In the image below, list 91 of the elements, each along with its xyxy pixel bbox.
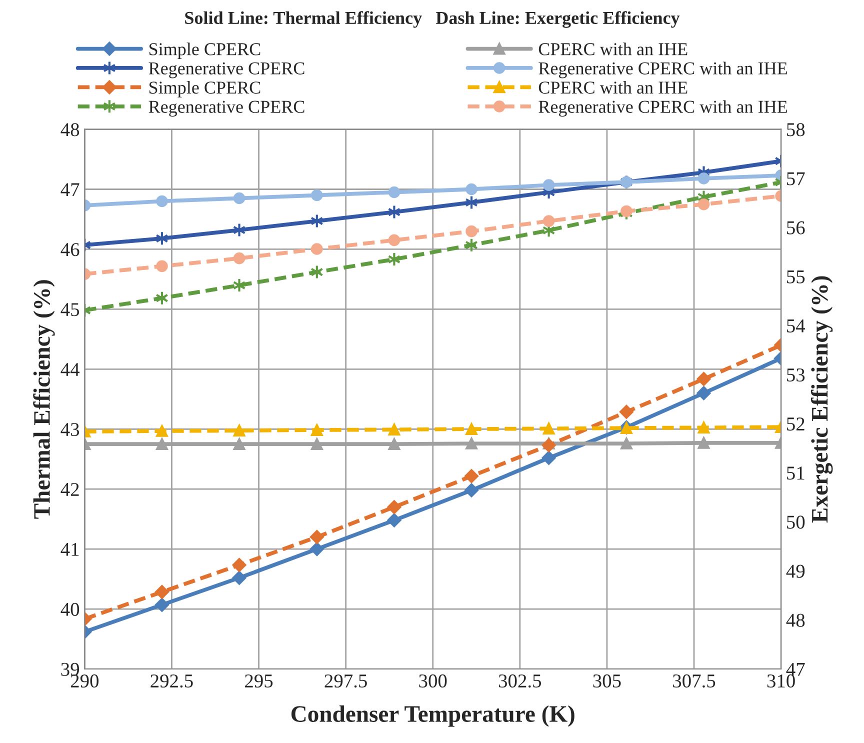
y-axis-title: Thermal Efficiency (%) [33, 280, 55, 519]
x-tick-label: 290 [70, 674, 99, 688]
point [311, 424, 323, 436]
y2-tick-label: 48 [786, 614, 805, 627]
point [155, 598, 169, 612]
legend-label: Regenerative CPERC [148, 100, 304, 117]
point [233, 252, 246, 264]
y2-tick-label: 47 [786, 662, 805, 676]
legend-label: Simple CPERC [149, 42, 260, 59]
legend-label: Simple CPERC [149, 81, 260, 98]
y2-tick-label: 50 [787, 516, 805, 529]
y2-tick-label: 49 [786, 564, 805, 578]
point [466, 438, 478, 450]
legend-label: CPERC with an IHE [538, 81, 688, 94]
point [542, 215, 555, 227]
point [156, 195, 168, 208]
point [388, 252, 401, 267]
x-tick-label: 302.5 [498, 674, 542, 688]
point [233, 438, 246, 450]
y2-tick-label: 51 [787, 466, 804, 480]
y2-tick-label: 58 [787, 123, 805, 136]
y2-tick-label: 57 [787, 172, 805, 186]
point [388, 424, 400, 436]
x-axis-title: Condenser Temperature (K) [291, 705, 574, 727]
x-tick-label: 300 [419, 674, 447, 688]
point [698, 422, 710, 434]
point [232, 570, 246, 585]
point [698, 198, 710, 210]
y2-tick-label: 56 [787, 221, 805, 234]
point [310, 530, 324, 544]
point [466, 183, 478, 196]
chart-title: Solid Line: Thermal Efficiency Dash Line: Exergetic Efficiency [185, 11, 680, 28]
point [620, 404, 634, 419]
legend-label: Regenerative CPERC [148, 62, 304, 78]
point [155, 585, 169, 599]
y-tick-label: 48 [60, 123, 80, 136]
y2-tick-label: 52 [787, 418, 804, 431]
y2-tick-label: 55 [787, 270, 805, 284]
point [311, 243, 323, 255]
x-tick-label: 310 [767, 674, 795, 688]
x-tick-label: 305 [593, 674, 621, 688]
point [156, 425, 168, 437]
legend-label: Regenerative CPERC with an IHE [538, 62, 787, 78]
point [233, 424, 246, 436]
y2-tick-label: 54 [787, 319, 806, 332]
point [311, 438, 323, 450]
y-tick-label: 47 [60, 183, 80, 196]
point [388, 204, 401, 220]
y-tick-label: 43 [60, 422, 80, 436]
y-tick-label: 44 [60, 363, 80, 376]
point [464, 483, 478, 498]
point [620, 438, 632, 450]
y2-axis-title: Exergetic Efficiency (%) [810, 276, 833, 523]
point [311, 189, 323, 202]
point [466, 423, 478, 435]
x-tick-label: 307.5 [673, 674, 716, 688]
point [620, 205, 632, 218]
point [542, 450, 556, 465]
y-tick-label: 41 [60, 542, 79, 556]
point [388, 234, 400, 246]
point [696, 386, 711, 400]
y2-tick-label: 53 [787, 368, 805, 382]
point [464, 469, 478, 484]
point [156, 260, 168, 272]
x-tick-label: 292.5 [150, 674, 193, 688]
point [542, 179, 555, 191]
point [156, 438, 168, 450]
y-tick-label: 46 [60, 243, 80, 256]
point [310, 542, 324, 556]
x-tick-label: 295 [245, 674, 273, 688]
legend-label: Regenerative CPERC with an IHE [538, 100, 787, 117]
point [698, 437, 710, 449]
point [232, 558, 246, 572]
point [388, 186, 400, 198]
y-tick-label: 39 [61, 662, 80, 676]
point [542, 438, 556, 452]
point [696, 372, 711, 386]
y-tick-label: 42 [60, 482, 79, 496]
point [466, 225, 478, 238]
point [542, 422, 555, 434]
point [698, 172, 710, 184]
y-tick-label: 45 [60, 303, 80, 316]
point [388, 438, 400, 450]
x-tick-label: 297.5 [324, 674, 367, 688]
y-tick-label: 40 [60, 602, 80, 616]
point [232, 222, 246, 238]
point [387, 500, 402, 514]
legend-label: CPERC with an IHE [538, 42, 688, 56]
point [387, 513, 402, 528]
point [232, 278, 246, 293]
point [233, 192, 246, 204]
